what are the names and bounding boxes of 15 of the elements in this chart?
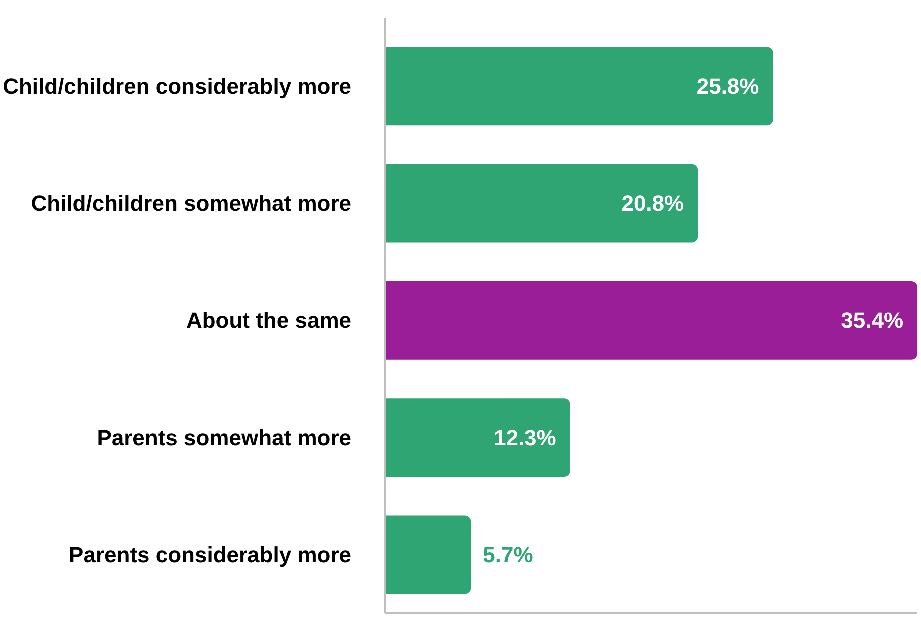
y-tick-label: About the same [186,308,352,334]
y-tick-label: Parents considerably more [69,542,352,568]
bar [386,164,698,243]
data-label: 5.7% [483,542,534,568]
data-label: 12.3% [494,425,556,450]
bar [386,281,918,360]
bar [386,398,570,478]
bar [386,47,774,126]
y-tick-label: Child/children considerably more [3,74,352,99]
data-label: 35.4% [841,308,904,334]
bar [386,516,472,594]
y-tick-label: Parents somewhat more [97,425,352,450]
data-label: 20.8% [622,191,684,216]
data-label: 25.8% [696,74,760,99]
y-tick-label: Child/children somewhat more [31,191,352,216]
